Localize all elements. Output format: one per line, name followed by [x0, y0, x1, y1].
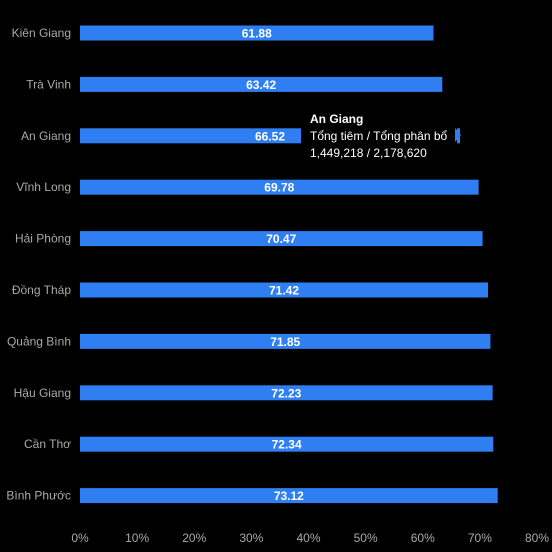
- value-label-binh-phuoc: 73.12: [274, 489, 304, 503]
- category-label-hau-giang: Hậu Giang: [14, 386, 71, 400]
- category-labels-group: Kiên Giang Trà Vinh An Giang Vĩnh Long Hải P…: [6, 26, 71, 503]
- x-tick-80-percent: 80%: [525, 531, 549, 545]
- value-label-tra-vinh: 63.42: [246, 78, 276, 92]
- value-label-quang-binh: 71.85: [270, 335, 300, 349]
- bar-dong-thap[interactable]: [80, 282, 488, 298]
- bar-hai-phong[interactable]: [80, 231, 483, 247]
- bars-group: [80, 25, 498, 504]
- tooltip-arrow: [455, 128, 461, 142]
- x-axis-ticks-group: 0% 10% 20% 30% 40% 50% 60% 70% 80%: [71, 531, 549, 545]
- category-label-binh-phuoc: Bình Phước: [6, 489, 71, 503]
- tooltip-title: An Giang: [310, 112, 364, 126]
- category-label-kien-giang: Kiên Giang: [12, 26, 71, 40]
- category-label-can-tho: Cần Thơ: [24, 437, 71, 451]
- bar-quang-binh[interactable]: [80, 333, 491, 349]
- x-tick-30-percent: 30%: [239, 531, 263, 545]
- tooltip-label: Tổng tiêm / Tổng phân bổ: [310, 129, 448, 143]
- x-tick-40-percent: 40%: [296, 531, 320, 545]
- x-tick-50-percent: 50%: [354, 531, 378, 545]
- x-tick-60-percent: 60%: [411, 531, 435, 545]
- value-label-an-giang: 66.52: [255, 129, 285, 143]
- tooltip: An Giang Tổng tiêm / Tổng phân bổ 1,449,…: [301, 107, 457, 161]
- value-label-vinh-long: 69.78: [264, 181, 294, 195]
- value-label-hai-phong: 70.47: [266, 232, 296, 246]
- category-label-hai-phong: Hải Phòng: [15, 232, 71, 246]
- category-label-quang-binh: Quảng Bình: [7, 334, 71, 348]
- category-label-vinh-long: Vĩnh Long: [16, 180, 71, 194]
- value-label-kien-giang: 61.88: [242, 27, 272, 41]
- tooltip-value: 1,449,218 / 2,178,620: [310, 146, 427, 160]
- value-label-can-tho: 72.34: [272, 438, 302, 452]
- x-tick-70-percent: 70%: [468, 531, 492, 545]
- bar-binh-phuoc[interactable]: [80, 488, 498, 504]
- category-label-dong-thap: Đồng Tháp: [12, 283, 71, 297]
- bar-can-tho[interactable]: [80, 436, 494, 452]
- bar-hau-giang[interactable]: [80, 385, 493, 401]
- bar-kien-giang[interactable]: [80, 25, 434, 41]
- bar-tra-vinh[interactable]: [80, 76, 443, 92]
- value-labels-group: 61.88 63.42 66.52 69.78 70.47 71.42 71.85 72.23…: [242, 27, 304, 504]
- value-label-hau-giang: 72.23: [271, 386, 301, 400]
- value-label-dong-thap: 71.42: [269, 284, 299, 298]
- category-label-an-giang: An Giang: [21, 129, 71, 143]
- x-tick-20-percent: 20%: [182, 531, 206, 545]
- bar-vinh-long[interactable]: [80, 179, 479, 195]
- x-tick-0-percent: 0%: [71, 531, 89, 545]
- category-label-tra-vinh: Trà Vinh: [26, 77, 71, 91]
- x-tick-10-percent: 10%: [125, 531, 149, 545]
